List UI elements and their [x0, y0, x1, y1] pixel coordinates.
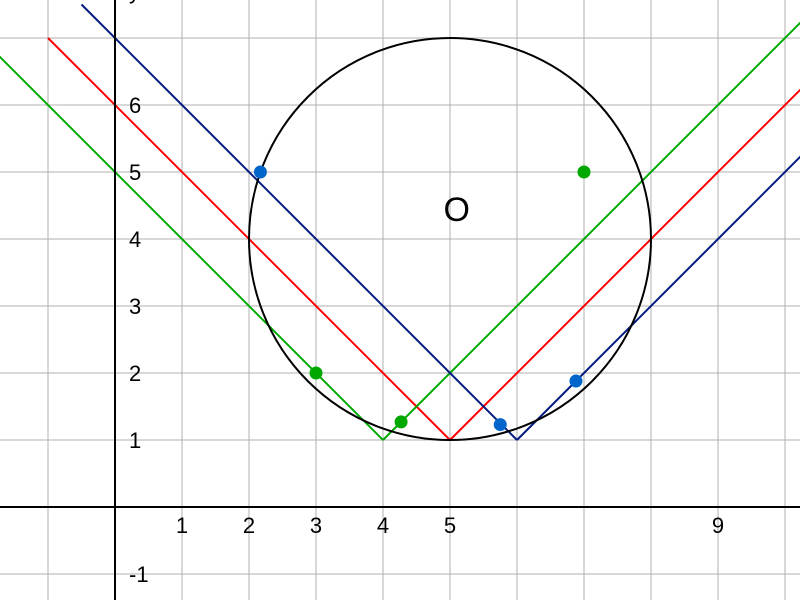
x-tick-label: 1: [176, 513, 188, 538]
y-tick-label: 6: [129, 93, 141, 118]
pt-blue-2: [494, 419, 506, 431]
blue-v: [82, 5, 800, 441]
x-tick-label: 3: [310, 513, 322, 538]
pt-green-3: [578, 166, 590, 178]
y-tick-label: 3: [129, 294, 141, 319]
y-tick-label: 5: [129, 160, 141, 185]
pt-green-2: [395, 416, 407, 428]
green-v: [0, 5, 800, 441]
x-tick-label: 4: [377, 513, 389, 538]
points: [254, 166, 590, 431]
pt-blue-3: [570, 375, 582, 387]
v-lines: [0, 5, 800, 441]
y-tick-label: 4: [129, 227, 141, 252]
y-tick-label: 2: [129, 361, 141, 386]
tick-labels: 1 2 3 4 5 9 -1 1 2 3 4 5 6: [129, 93, 724, 587]
y-tick-label: 1: [129, 428, 141, 453]
y-axis-label: y: [129, 0, 140, 4]
y-tick-label: -1: [129, 562, 149, 587]
circle-label: O: [443, 191, 469, 229]
x-tick-label: 9: [712, 513, 724, 538]
axes: [0, 0, 800, 600]
x-tick-label: 5: [444, 513, 456, 538]
grid: [0, 0, 800, 600]
pt-blue-1: [254, 166, 266, 178]
pt-green-1: [310, 367, 322, 379]
x-tick-label: 2: [243, 513, 255, 538]
